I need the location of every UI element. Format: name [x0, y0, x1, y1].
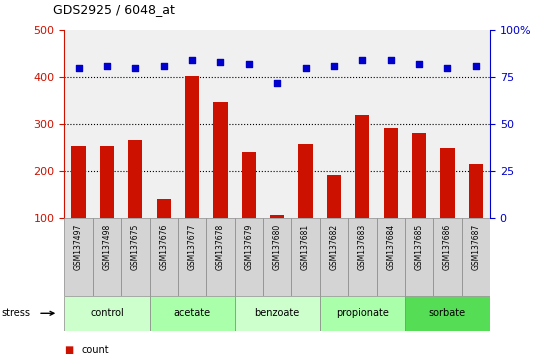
- Bar: [178, 218, 206, 296]
- Text: acetate: acetate: [174, 308, 211, 318]
- Bar: [242, 152, 256, 218]
- Bar: [128, 140, 142, 218]
- Text: sorbate: sorbate: [429, 308, 466, 318]
- Point: [188, 57, 197, 63]
- Text: GSM137678: GSM137678: [216, 224, 225, 270]
- Text: GSM137681: GSM137681: [301, 224, 310, 270]
- Point: [414, 61, 423, 67]
- Text: GSM137682: GSM137682: [329, 224, 338, 270]
- Point: [472, 63, 480, 69]
- Point: [443, 65, 452, 70]
- Text: GSM137685: GSM137685: [414, 224, 423, 270]
- Point: [102, 63, 111, 69]
- Text: GSM137683: GSM137683: [358, 224, 367, 270]
- Text: propionate: propionate: [336, 308, 389, 318]
- Bar: [355, 115, 370, 218]
- Bar: [64, 218, 93, 296]
- Bar: [376, 218, 405, 296]
- Text: GSM137675: GSM137675: [131, 224, 140, 270]
- Bar: [235, 218, 263, 296]
- Bar: [461, 218, 490, 296]
- Bar: [384, 128, 398, 218]
- Text: GSM137676: GSM137676: [159, 224, 168, 270]
- Text: benzoate: benzoate: [255, 308, 300, 318]
- Bar: [291, 218, 320, 296]
- Point: [358, 57, 367, 63]
- Bar: [298, 144, 312, 218]
- Text: GSM137497: GSM137497: [74, 224, 83, 270]
- Point: [273, 80, 282, 85]
- Text: GSM137679: GSM137679: [244, 224, 253, 270]
- Text: stress: stress: [1, 308, 30, 318]
- Bar: [469, 164, 483, 218]
- Point: [216, 59, 225, 65]
- Bar: [327, 176, 341, 218]
- Bar: [185, 76, 199, 218]
- Bar: [213, 102, 227, 218]
- Point: [386, 57, 395, 63]
- Bar: [270, 215, 284, 218]
- Point: [301, 65, 310, 70]
- Bar: [320, 218, 348, 296]
- Bar: [121, 218, 150, 296]
- Bar: [150, 296, 235, 331]
- Text: ■: ■: [64, 346, 74, 354]
- Text: GDS2925 / 6048_at: GDS2925 / 6048_at: [53, 3, 175, 16]
- Text: GSM137680: GSM137680: [273, 224, 282, 270]
- Point: [74, 65, 83, 70]
- Bar: [206, 218, 235, 296]
- Bar: [405, 296, 490, 331]
- Bar: [320, 296, 405, 331]
- Bar: [440, 148, 455, 218]
- Bar: [100, 146, 114, 218]
- Bar: [72, 147, 86, 218]
- Text: GSM137686: GSM137686: [443, 224, 452, 270]
- Bar: [157, 199, 171, 218]
- Text: GSM137677: GSM137677: [188, 224, 197, 270]
- Text: count: count: [81, 346, 109, 354]
- Point: [244, 61, 253, 67]
- Bar: [235, 296, 320, 331]
- Point: [159, 63, 168, 69]
- Bar: [93, 218, 121, 296]
- Point: [131, 65, 140, 70]
- Text: GSM137687: GSM137687: [472, 224, 480, 270]
- Bar: [348, 218, 376, 296]
- Text: GSM137498: GSM137498: [102, 224, 111, 270]
- Bar: [150, 218, 178, 296]
- Bar: [412, 133, 426, 218]
- Text: control: control: [90, 308, 124, 318]
- Bar: [64, 296, 150, 331]
- Bar: [405, 218, 433, 296]
- Bar: [263, 218, 291, 296]
- Point: [329, 63, 338, 69]
- Text: GSM137684: GSM137684: [386, 224, 395, 270]
- Bar: [433, 218, 461, 296]
